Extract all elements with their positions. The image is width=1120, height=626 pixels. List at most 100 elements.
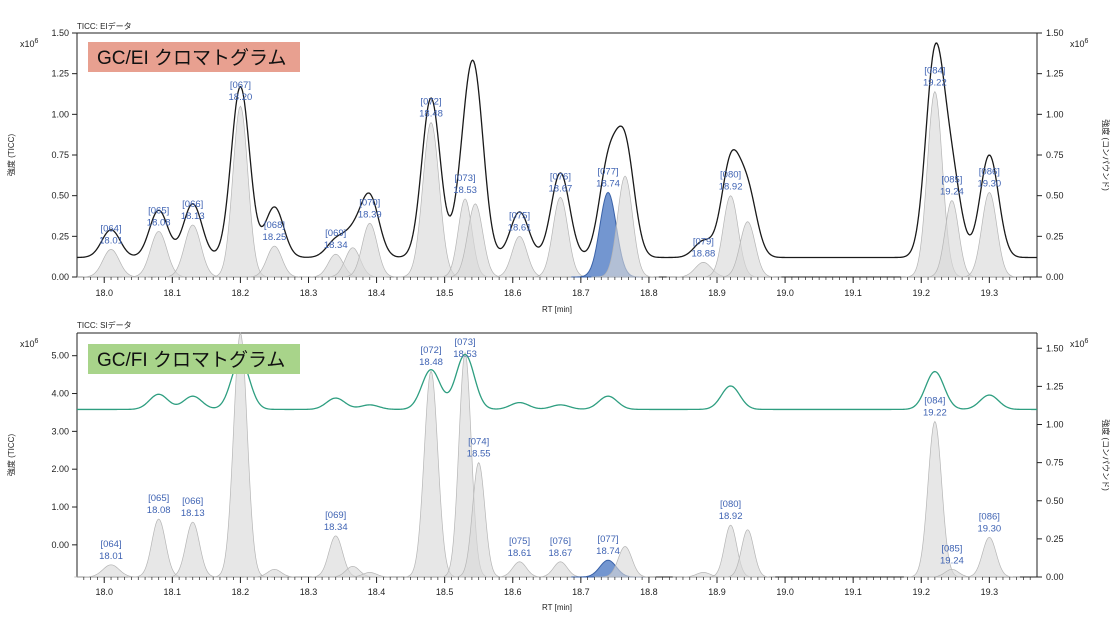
compound-rt-label: 18.08 (147, 217, 171, 228)
right-y-tick-label: 0.75 (1046, 458, 1064, 468)
x-tick-label: 18.0 (95, 288, 113, 298)
x-tick-label: 18.4 (368, 587, 386, 597)
compound-rt-label: 18.88 (691, 248, 715, 259)
compound-rt-label: 18.20 (229, 92, 253, 103)
compound-rt-label: 18.61 (508, 222, 532, 233)
x-tick-label: 19.0 (776, 288, 794, 298)
compound-peak (206, 105, 275, 278)
left-y-tick-label: 2.00 (51, 464, 69, 474)
compound-id-label: [084] (924, 395, 945, 406)
compound-id-label: [085] (941, 175, 962, 186)
compound-peak (720, 529, 776, 578)
compound-id-label: [064] (100, 539, 121, 550)
compound-rt-label: 18.67 (549, 548, 573, 559)
tic-trace (76, 42, 1037, 259)
right-y-tick-label: 0.25 (1046, 534, 1064, 544)
compound-rt-label: 18.25 (263, 232, 287, 243)
compound-rt-label: 19.30 (977, 178, 1001, 189)
banner-box (88, 344, 300, 374)
compound-peak (240, 245, 309, 278)
compound-id-label: [066] (182, 199, 203, 210)
compound-rt-label: 19.22 (923, 407, 947, 418)
panel-ei: TICC: EIデータ[064]18.01[065]18.08[066]18.1… (6, 21, 1111, 314)
left-exponent-sup: 6 (35, 338, 39, 345)
x-tick-label: 18.0 (95, 587, 113, 597)
right-y-tick-label: 1.50 (1046, 28, 1064, 38)
compound-id-label: [073] (455, 173, 476, 184)
x-tick-label: 18.7 (572, 587, 590, 597)
compound-peak (488, 561, 551, 578)
left-y-tick-label: 0.00 (51, 272, 69, 282)
panel-fi: TICC: SIデータ[064]18.01[065]18.08[066]18.1… (6, 320, 1111, 612)
compound-peak (955, 191, 1024, 278)
left-y-tick-label: 1.00 (51, 109, 69, 119)
x-tick-label: 18.4 (368, 288, 386, 298)
compound-rt-label: 18.34 (324, 240, 348, 251)
right-y-tick-label: 0.75 (1046, 150, 1064, 160)
compound-id-label: [075] (509, 210, 530, 221)
right-y-tick-label: 0.00 (1046, 572, 1064, 582)
compound-id-label: [076] (550, 171, 571, 182)
compound-id-label: [085] (941, 543, 962, 554)
compound-rt-label: 18.13 (181, 508, 205, 519)
left-axis-title: 強度 (TICC) (6, 134, 16, 177)
compound-peak (594, 546, 656, 578)
compound-id-label: [079] (693, 236, 714, 247)
x-tick-label: 19.3 (981, 288, 999, 298)
x-tick-label: 18.5 (436, 587, 454, 597)
panel-header: TICC: SIデータ (77, 320, 132, 330)
compound-id-label: [080] (720, 170, 741, 181)
compound-id-label: [072] (420, 345, 441, 356)
x-tick-label: 19.1 (844, 587, 862, 597)
x-tick-label: 18.8 (640, 587, 658, 597)
compound-peak (958, 536, 1020, 578)
compound-peak (529, 561, 592, 578)
x-tick-label: 18.2 (232, 288, 250, 298)
compound-id-label: [074] (468, 437, 489, 448)
compound-id-label: [068] (264, 220, 285, 231)
right-y-tick-label: 1.25 (1046, 381, 1064, 391)
compound-id-label: [069] (325, 510, 346, 521)
compound-rt-label: 18.74 (596, 546, 620, 557)
banner-title: GC/FI クロマトグラム (97, 349, 285, 371)
left-axis-title: 強度 (TICC) (6, 434, 16, 477)
compound-id-label: [073] (455, 337, 476, 348)
compound-id-label: [080] (720, 499, 741, 510)
compound-peak (451, 462, 507, 578)
left-exponent: x106 (20, 338, 39, 349)
x-axis-title: RT [min] (542, 305, 572, 314)
compound-rt-label: 18.67 (549, 183, 573, 194)
x-tick-label: 18.3 (300, 288, 318, 298)
left-y-tick-label: 4.00 (51, 389, 69, 399)
compound-rt-label: 18.53 (453, 349, 477, 360)
left-exponent-sup: 6 (35, 38, 39, 45)
right-exponent: x106 (1070, 338, 1089, 349)
compound-rt-label: 19.30 (977, 523, 1001, 534)
x-tick-label: 19.2 (912, 288, 930, 298)
x-axis-title: RT [min] (542, 603, 572, 612)
compound-peak (591, 175, 659, 278)
compound-id-label: [065] (148, 205, 169, 216)
compound-peak (336, 222, 404, 278)
compound-rt-label: 19.22 (923, 78, 947, 89)
compound-id-label: [070] (359, 197, 380, 208)
compound-id-label: [075] (509, 536, 530, 547)
left-y-tick-label: 3.00 (51, 426, 69, 436)
right-axis-title: 強度 (コンパウンド) (1101, 419, 1111, 491)
x-tick-label: 18.6 (504, 587, 522, 597)
left-y-tick-label: 1.50 (51, 28, 69, 38)
compound-rt-label: 18.74 (596, 178, 620, 189)
compound-rt-label: 18.92 (719, 182, 743, 193)
compound-id-label: [076] (550, 536, 571, 547)
left-y-tick-label: 1.00 (51, 502, 69, 512)
right-y-tick-label: 1.00 (1046, 420, 1064, 430)
x-tick-label: 18.8 (640, 288, 658, 298)
x-tick-label: 19.2 (912, 587, 930, 597)
left-y-tick-label: 1.25 (51, 69, 69, 79)
compound-peaks (74, 332, 1020, 578)
x-tick-label: 18.3 (300, 587, 318, 597)
x-tick-label: 18.5 (436, 288, 454, 298)
right-y-tick-label: 1.00 (1046, 109, 1064, 119)
compound-id-label: [084] (924, 66, 945, 77)
